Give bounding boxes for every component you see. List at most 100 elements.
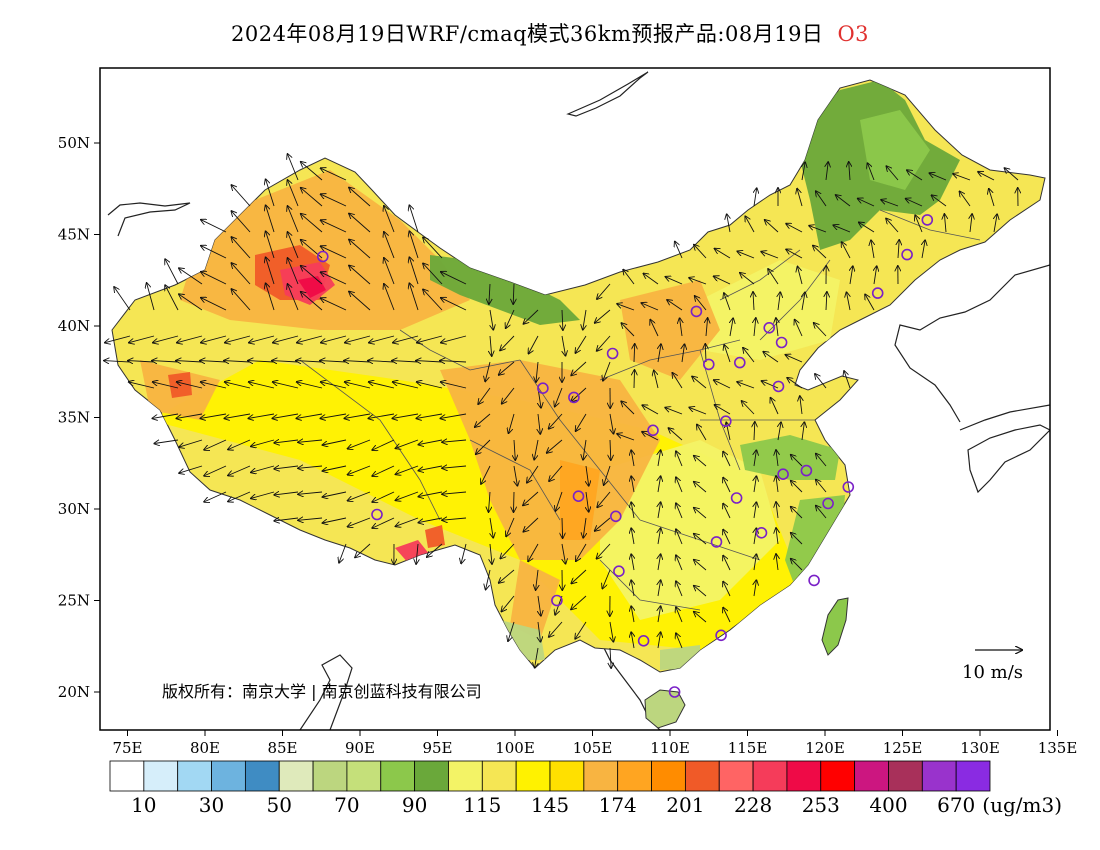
- wind-arrow: [631, 606, 634, 623]
- wind-arrow: [658, 344, 661, 363]
- wind-arrow: [631, 528, 634, 545]
- wind-arrow: [442, 440, 467, 442]
- wind-arrow: [475, 413, 491, 427]
- coastlines: [107, 71, 1050, 730]
- lat-tick-label: 40N: [58, 317, 90, 335]
- province-border: [469, 439, 561, 521]
- wind-arrow: [694, 612, 707, 623]
- region-mongolia-low: [430, 255, 580, 325]
- wind-arrow: [177, 382, 203, 389]
- colorbar-label: 253: [802, 793, 840, 817]
- wind-arrow: [273, 382, 299, 389]
- station-marker: [763, 321, 776, 334]
- wind-arrow: [486, 569, 491, 590]
- lat-tick-label: 50N: [58, 134, 90, 152]
- wind-arrow: [179, 465, 203, 473]
- wind-arrow: [802, 422, 804, 441]
- wind-arrow: [523, 491, 539, 505]
- wind-arrow: [320, 413, 347, 418]
- wind-arrow: [714, 380, 731, 389]
- wind-arrow: [500, 543, 515, 559]
- wind-arrow: [348, 465, 371, 475]
- wind-arrow: [418, 517, 443, 523]
- wind-arrow: [932, 195, 947, 207]
- wind-arrow: [634, 344, 635, 363]
- wind-arrow: [288, 154, 299, 181]
- wind-arrow: [417, 335, 443, 343]
- wind-arrow: [297, 335, 323, 343]
- wind-arrow: [248, 361, 275, 362]
- taiwan-island: [821, 597, 849, 656]
- wind-arrow: [321, 382, 347, 389]
- wind-arrow: [549, 413, 563, 429]
- wind-arrow: [786, 224, 803, 233]
- station-marker: [775, 336, 788, 349]
- lon-tick-label: 90E: [345, 739, 375, 757]
- wind-arrow: [345, 335, 371, 343]
- wind-arrow: [786, 249, 803, 259]
- wind-arrow: [778, 292, 780, 311]
- wind-arrow: [672, 373, 683, 389]
- wind-arrow: [514, 439, 515, 460]
- wind-arrow: [288, 180, 299, 207]
- wind-arrow: [610, 439, 611, 460]
- wind-arrow: [529, 335, 539, 354]
- wind-arrow: [538, 621, 541, 642]
- longitude-axis: 75E 80E 85E 90E 95E 100E 105E 110E 115E 120E 125E 1…: [112, 730, 1077, 757]
- wind-arrow: [586, 491, 589, 512]
- wind-arrow: [392, 361, 419, 362]
- wind-arrow: [944, 214, 946, 233]
- wind-arrow: [724, 293, 731, 311]
- wind-arrow: [858, 199, 875, 207]
- wind-arrow: [204, 465, 227, 476]
- wind-arrow: [273, 335, 299, 343]
- wind-arrow: [104, 361, 131, 362]
- colorbar-swatch: [515, 760, 551, 792]
- station-marker: [871, 287, 884, 299]
- wind-arrow: [1005, 168, 1019, 181]
- wind-arrow: [669, 428, 683, 441]
- wind-arrow: [154, 439, 179, 444]
- wind-arrow: [266, 205, 275, 233]
- wind-arrow: [676, 503, 683, 519]
- wind-arrow: [344, 361, 371, 362]
- wind-arrow: [274, 492, 299, 495]
- wind-arrow: [231, 289, 251, 311]
- wind-arrow: [754, 580, 756, 597]
- wind-arrow: [501, 595, 515, 612]
- wind-arrow: [393, 382, 419, 389]
- wind-arrow: [842, 242, 851, 259]
- wind-arrow: [575, 621, 587, 639]
- pollutant-label: O3: [837, 22, 870, 46]
- colorbar-label: 228: [734, 793, 772, 817]
- wind-arrow: [694, 508, 707, 519]
- wind-arrow: [786, 355, 803, 363]
- wind-arrow: [868, 163, 875, 181]
- region-tibet-hotspot-2: [425, 525, 445, 548]
- wind-arrow: [826, 292, 827, 311]
- wind-arrow: [321, 298, 347, 311]
- region-light-yellow-north: [700, 260, 840, 360]
- wind-arrow: [714, 276, 731, 285]
- wind-arrow: [715, 405, 731, 415]
- lon-tick-label: 85E: [267, 739, 297, 757]
- wind-arrow: [288, 258, 299, 285]
- wind-arrow: [898, 240, 899, 259]
- wind-arrow: [409, 205, 419, 233]
- wind-arrow: [695, 296, 707, 311]
- wind-arrow: [610, 647, 611, 668]
- wind-arrow: [409, 257, 419, 285]
- wind-arrow: [723, 530, 731, 545]
- wind-arrow: [816, 506, 827, 519]
- region-central-high: [440, 360, 660, 560]
- wind-arrow: [231, 263, 251, 285]
- wind-arrow: [396, 517, 419, 526]
- wind-arrow: [527, 465, 539, 483]
- region-sichuan-orange: [560, 460, 600, 540]
- wind-arrow: [409, 231, 419, 259]
- wind-arrow: [631, 554, 634, 571]
- wind-arrow: [765, 220, 779, 233]
- wind-arrow: [274, 440, 299, 443]
- wind-arrow: [762, 381, 779, 389]
